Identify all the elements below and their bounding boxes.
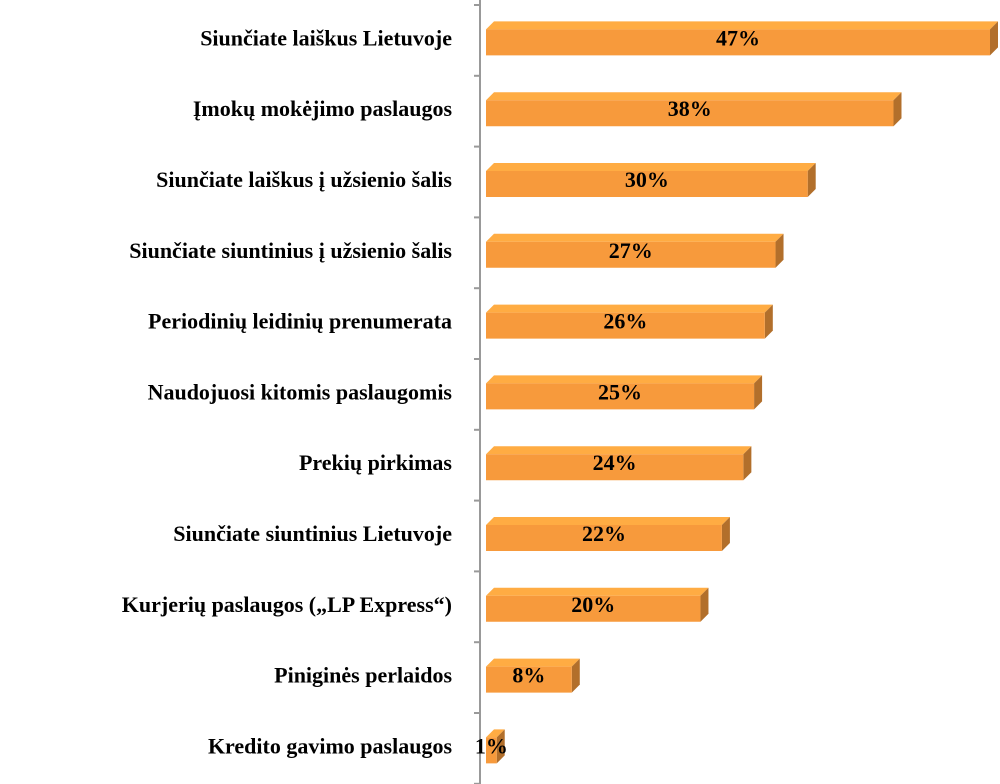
y-tick-label: Kredito gavimo paslaugos bbox=[208, 733, 453, 758]
bar-face bbox=[743, 446, 752, 481]
bar-face bbox=[754, 375, 763, 410]
data-label: 47% bbox=[716, 25, 760, 50]
bar-face bbox=[496, 729, 505, 764]
bar bbox=[486, 517, 730, 551]
bar bbox=[486, 658, 580, 693]
bar bbox=[486, 375, 763, 410]
y-tick-label: Siunčiate siuntinius Lietuvoje bbox=[173, 521, 452, 546]
bar-face bbox=[700, 587, 709, 622]
data-label: 24% bbox=[593, 450, 637, 475]
data-label: 20% bbox=[571, 592, 615, 617]
data-label: 25% bbox=[598, 379, 642, 404]
bar bbox=[486, 587, 709, 622]
bar bbox=[486, 163, 816, 197]
bar-face bbox=[721, 517, 730, 551]
bar-face bbox=[486, 595, 701, 622]
bar-face bbox=[486, 587, 709, 596]
bar-face bbox=[486, 729, 505, 738]
y-tick-label: Siunčiate siuntinius į užsienio šalis bbox=[129, 238, 452, 263]
bar bbox=[486, 304, 773, 339]
y-tick-label: Kurjerių paslaugos („LP Express“) bbox=[122, 592, 452, 617]
y-tick-label: Įmokų mokėjimo paslaugos bbox=[193, 96, 453, 121]
bar-face bbox=[486, 446, 752, 455]
data-label: 22% bbox=[582, 521, 626, 546]
bar-face bbox=[486, 375, 763, 384]
bar-face bbox=[486, 29, 990, 56]
bar-face bbox=[486, 241, 776, 268]
bar-face bbox=[486, 525, 722, 551]
data-label: 30% bbox=[625, 167, 669, 192]
bar-face bbox=[486, 666, 572, 693]
y-tick-label: Piniginės perlaidos bbox=[274, 663, 452, 688]
y-tick-label: Naudojuosi kitomis paslaugomis bbox=[148, 379, 453, 404]
bar-face bbox=[571, 658, 580, 693]
bar-face bbox=[764, 304, 773, 339]
y-tick-label: Periodinių leidinių prenumerata bbox=[148, 309, 452, 334]
bar-face bbox=[486, 517, 730, 525]
bar-face bbox=[486, 658, 580, 667]
bar-face bbox=[486, 233, 784, 242]
bar-face bbox=[893, 92, 902, 127]
bar bbox=[486, 446, 752, 481]
y-tick-label: Siunčiate laiškus į užsienio šalis bbox=[156, 167, 452, 192]
bar-face bbox=[486, 163, 816, 171]
data-label: 8% bbox=[512, 663, 545, 688]
bar-face bbox=[990, 21, 998, 56]
y-tick-label: Prekių pirkimas bbox=[299, 450, 452, 475]
bar-face bbox=[486, 21, 998, 30]
bar bbox=[486, 233, 784, 268]
bar-face bbox=[486, 454, 744, 481]
data-label: 26% bbox=[603, 309, 647, 334]
bar bbox=[486, 21, 998, 56]
y-tick-label: Siunčiate laiškus Lietuvoje bbox=[200, 25, 452, 50]
data-label: 27% bbox=[609, 238, 653, 263]
bar-face bbox=[486, 92, 902, 101]
bar-face bbox=[807, 163, 816, 197]
bar-face bbox=[486, 737, 497, 764]
bar-face bbox=[486, 304, 773, 313]
bar-face bbox=[486, 171, 808, 197]
bar-face bbox=[486, 100, 894, 127]
data-label: 38% bbox=[668, 96, 712, 121]
bar-face bbox=[486, 312, 765, 339]
bar-face bbox=[775, 233, 784, 268]
bar bbox=[486, 729, 505, 764]
bar bbox=[486, 92, 902, 127]
data-label: 1% bbox=[475, 733, 508, 758]
bar-face bbox=[486, 383, 755, 410]
